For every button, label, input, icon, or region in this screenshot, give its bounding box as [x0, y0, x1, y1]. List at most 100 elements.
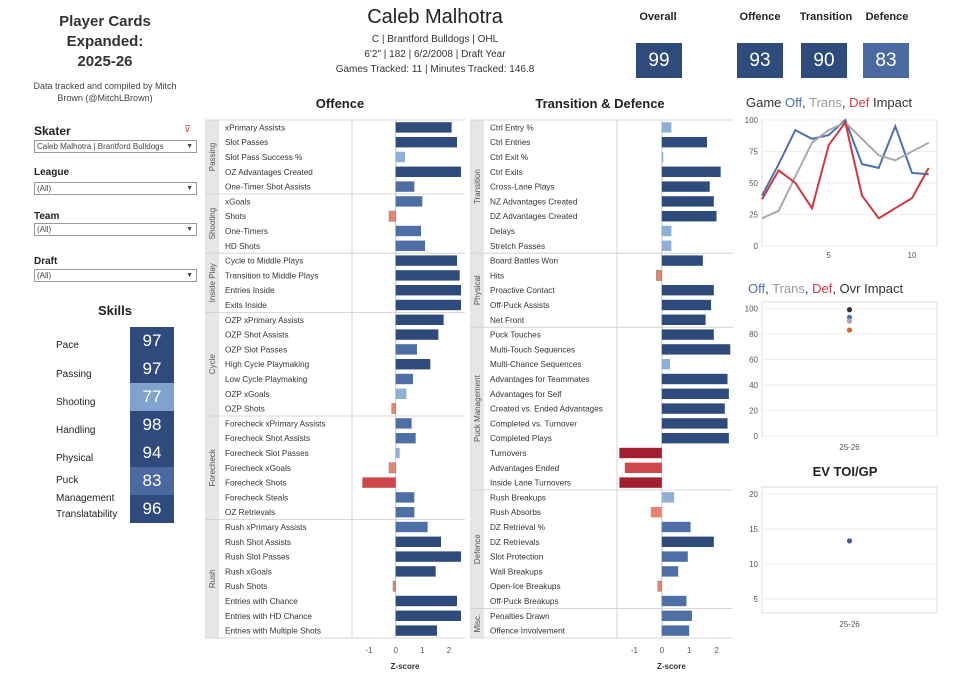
draft-select[interactable]: (All) ▼ [34, 269, 197, 282]
metric-label: Completed vs. Turnover [490, 419, 577, 428]
group-label: Defence [473, 534, 482, 564]
metric-label: xPrimary Assists [225, 123, 285, 132]
metric-label: Advantages Ended [490, 464, 560, 473]
skills-title: Skills [98, 303, 132, 318]
metric-label: OZ Retrievals [225, 508, 275, 517]
metric-label: Slot Pass Success % [225, 153, 302, 162]
bar [395, 359, 431, 370]
bar [395, 507, 415, 518]
offence-bar-chart: Passing xPrimary Assists Slot Passes Slot P… [205, 119, 465, 671]
group-label: Forecheck [208, 448, 217, 486]
metric-label: OZP xPrimary Assists [225, 316, 304, 325]
metric-label: Off-Puck Assists [490, 301, 549, 310]
team-select-value: (All) [37, 225, 52, 234]
clear-filter-icon[interactable]: ⊽ [184, 124, 191, 134]
title-part: , Ovr Impact [832, 281, 904, 296]
group-header [470, 327, 484, 490]
dot-def [846, 327, 853, 333]
bar [395, 447, 400, 459]
league-select-value: (All) [37, 184, 52, 193]
title-part: Def [812, 281, 833, 296]
bar [661, 344, 731, 355]
dot-trans [846, 318, 853, 324]
metric-label: Penalties Drawn [490, 612, 550, 621]
x-tick-label: 5 [826, 251, 831, 260]
bar [395, 196, 423, 207]
metric-label: Cross-Lane Plays [490, 183, 555, 192]
skill-label: Puck Management [56, 475, 115, 504]
metric-label: Off-Puck Breakups [490, 597, 559, 606]
title-part: , [802, 95, 810, 110]
bar [395, 625, 437, 636]
bar [395, 285, 461, 296]
group-label: Rush [208, 569, 217, 588]
skater-filter-label: Skater [34, 124, 71, 138]
bar [395, 314, 444, 325]
bar [657, 580, 663, 592]
bar [661, 122, 672, 133]
title-line: 2025-26 [77, 53, 133, 70]
x-tick-label: 10 [908, 251, 917, 260]
bar [395, 566, 436, 577]
metric-label: NZ Advantages Created [490, 197, 578, 206]
group-label: Inside Play [208, 263, 217, 302]
chevron-down-icon: ▼ [186, 185, 193, 192]
metric-label: Net Front [490, 316, 525, 325]
bar [661, 211, 717, 222]
kpi-transition-label: Transition [799, 11, 853, 23]
bar [661, 329, 714, 340]
y-tick-label: 0 [754, 432, 759, 441]
x-tick-label: 0 [660, 646, 665, 655]
bar [395, 270, 460, 281]
title-part: Trans [809, 95, 842, 110]
metric-label: Exits Inside [225, 301, 267, 310]
dot-off [846, 314, 853, 320]
y-tick-label: 20 [749, 490, 758, 499]
bar [624, 462, 662, 473]
bar [395, 373, 413, 385]
bar [661, 625, 690, 636]
ev-toi-dot-chart: 5 10 15 20 25-26 [749, 486, 938, 629]
team-select[interactable]: (All) ▼ [34, 223, 197, 236]
metric-label: DZ Retrieval % [490, 523, 545, 532]
dot-ovr [846, 307, 853, 313]
skill-label-handling: Handling [56, 420, 128, 436]
bar [395, 299, 461, 311]
y-tick-label: 0 [754, 242, 759, 251]
y-tick-label: 20 [749, 406, 758, 415]
title-part: Off [785, 95, 803, 110]
league-select[interactable]: (All) ▼ [34, 182, 197, 195]
bar [661, 285, 714, 296]
game-impact-title-text: Game Off, Trans, Def Impact [746, 95, 912, 110]
bar [395, 329, 439, 340]
x-tick-label: 1 [420, 646, 425, 655]
bar [661, 536, 714, 547]
metric-label: Rush Slot Passes [225, 553, 290, 562]
y-tick-label: 60 [749, 355, 758, 364]
metric-label: Puck Touches [490, 331, 541, 340]
y-tick-label: 10 [749, 560, 758, 569]
kpi-offence-value: 93 [737, 43, 783, 78]
metric-label: Rush Shot Assists [225, 538, 291, 547]
group-header [205, 416, 219, 520]
title-part: Impact [869, 95, 912, 110]
skater-select[interactable]: Caleb Malhotra | Brantford Bulldogs ▼ [34, 140, 197, 153]
bar [619, 447, 662, 459]
metric-label: DZ Advantages Created [490, 212, 578, 221]
bar [661, 521, 691, 533]
metric-label: Low Cycle Playmaking [225, 375, 308, 384]
bar [661, 240, 672, 251]
metric-label: Ctrl Exits [490, 168, 523, 177]
bar [661, 403, 725, 414]
metric-label: Forecheck Steals [225, 493, 288, 502]
bar [388, 210, 396, 222]
bar [661, 566, 679, 577]
draft-filter-label: Draft [34, 256, 58, 267]
bar [395, 610, 461, 621]
metric-label: Entries with Multiple Shots [225, 627, 321, 636]
skill-label: Handling [56, 425, 96, 436]
metric-label: Board Battles Won [490, 257, 559, 266]
skill-label: Passing [56, 369, 92, 380]
group-label: Cycle [208, 354, 217, 375]
skill-value-handling: 98 [130, 411, 174, 439]
